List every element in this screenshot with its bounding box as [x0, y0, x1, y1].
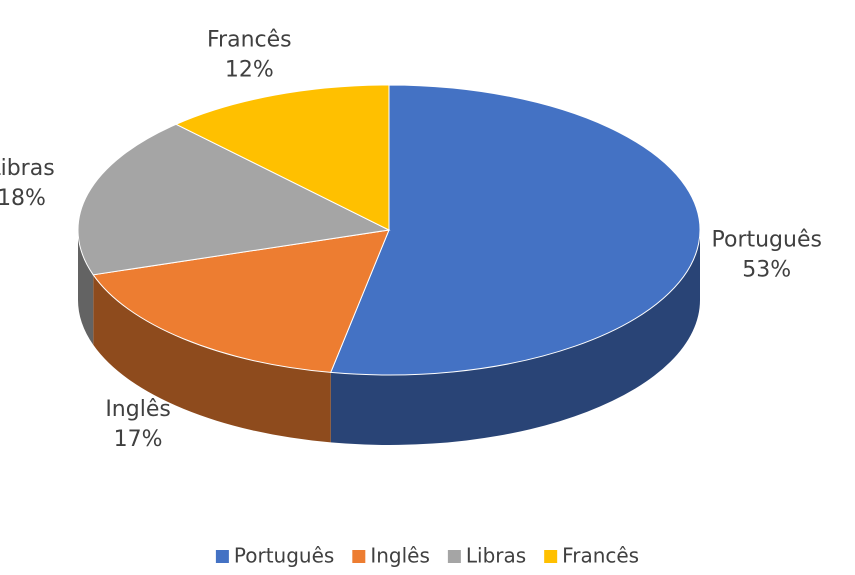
legend-swatch [215, 550, 229, 563]
legend-label: Francês [562, 544, 639, 568]
data-label-name: Libras [0, 156, 55, 181]
legend-label: Português [234, 544, 334, 568]
slice [174, 84, 390, 231]
legend-label: Libras [466, 544, 526, 568]
data-label-value: 53% [742, 257, 791, 282]
legend-swatch [352, 550, 366, 563]
slice-side [330, 230, 700, 445]
data-label-name: Português [712, 227, 822, 252]
legend-swatch [447, 550, 461, 563]
legend-swatch [544, 550, 558, 563]
data-label-name: Francês [207, 28, 292, 53]
slice-side [78, 230, 94, 345]
data-label-name: Inglês [105, 397, 171, 422]
data-label-value: 18% [0, 186, 46, 211]
data-label-value: 17% [114, 427, 163, 452]
legend: Português Inglês Libras Francês [215, 544, 639, 568]
slice [92, 229, 390, 373]
data-label-value: 12% [225, 58, 274, 83]
legend-label: Inglês [370, 544, 430, 568]
slice [77, 123, 391, 276]
slice [330, 84, 701, 376]
slice-side [93, 274, 331, 443]
